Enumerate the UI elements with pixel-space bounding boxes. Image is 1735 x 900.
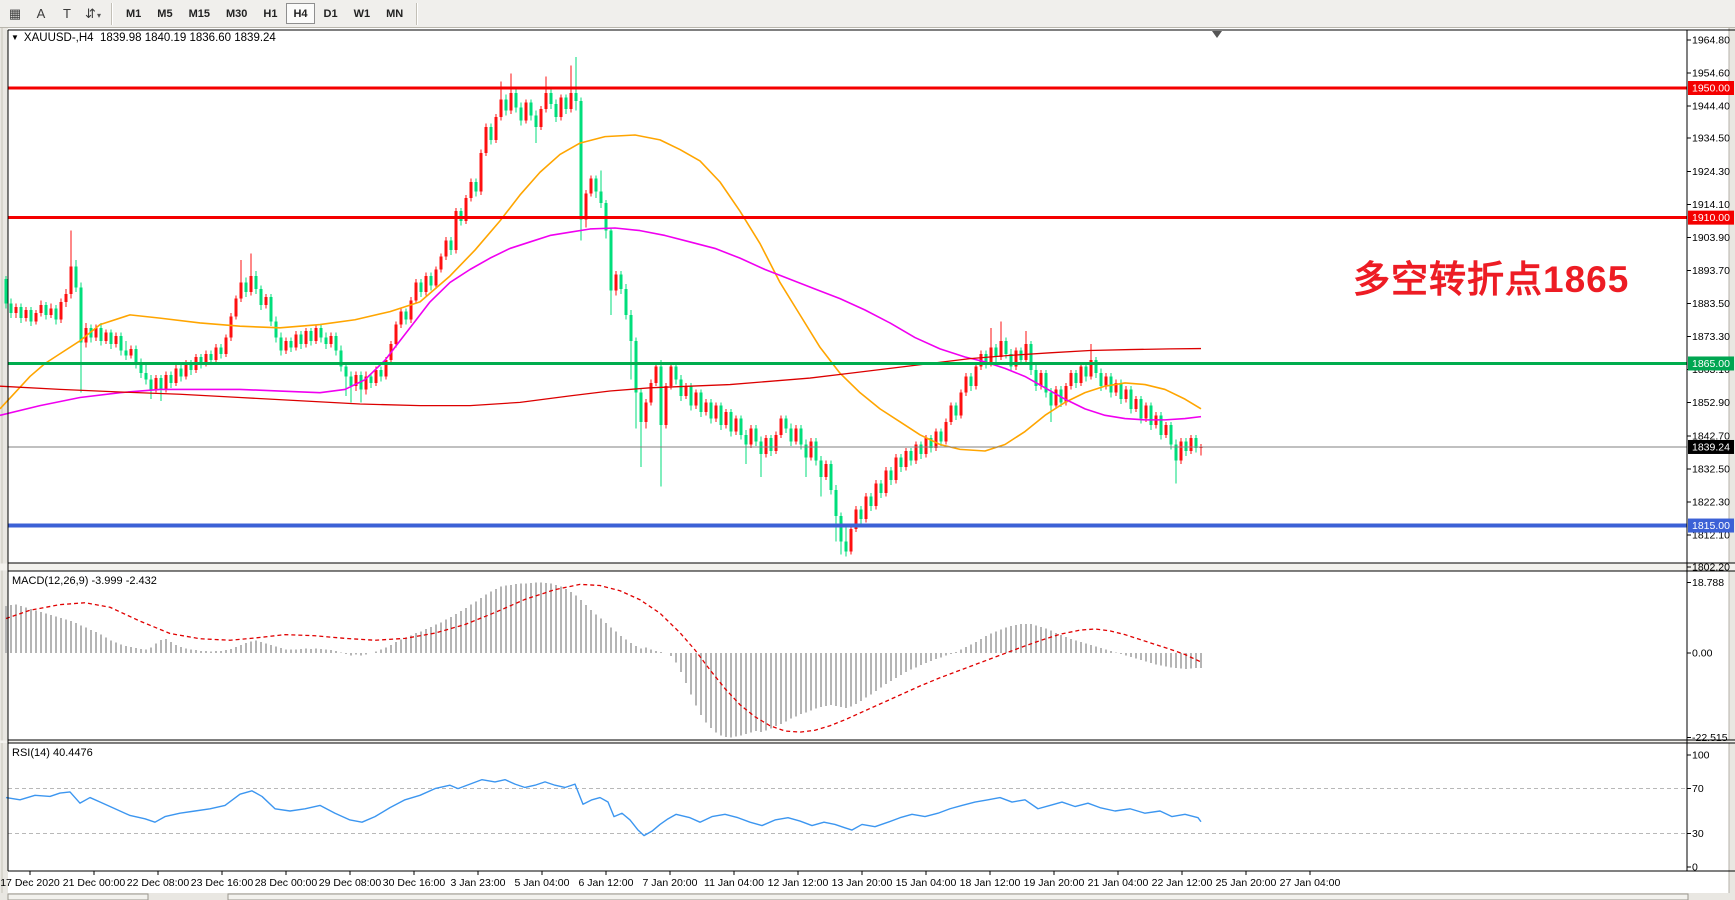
svg-text:70: 70 (1692, 783, 1704, 795)
price-level-badges: 1950.00 1910.00 1865.00 1839.24 1815.00 (1688, 81, 1734, 533)
timeframe-m1-button[interactable]: M1 (119, 3, 148, 24)
svg-text:1873.30: 1873.30 (1692, 331, 1730, 343)
panel-borders (7, 29, 1735, 872)
svg-text:15 Jan 04:00: 15 Jan 04:00 (896, 877, 957, 889)
svg-text:6 Jan 12:00: 6 Jan 12:00 (579, 877, 634, 889)
svg-text:1893.70: 1893.70 (1692, 265, 1730, 277)
chart-symbol-period: XAUUSD-,H4 (23, 32, 94, 44)
svg-text:1914.10: 1914.10 (1692, 199, 1730, 211)
rsi-line (5, 778, 1202, 837)
timeframe-mn-button[interactable]: MN (379, 3, 410, 24)
svg-text:1934.50: 1934.50 (1692, 133, 1730, 145)
status-bar (0, 893, 1735, 900)
time-axis[interactable]: 17 Dec 2020 21 Dec 00:00 22 Dec 08:00 23 De… (0, 871, 1341, 889)
svg-text:7 Jan 20:00: 7 Jan 20:00 (643, 877, 698, 889)
svg-text:0: 0 (1692, 862, 1698, 874)
svg-text:23 Dec 16:00: 23 Dec 16:00 (191, 877, 254, 889)
object-tools-group: ▦ A T ⇵▾ (0, 0, 108, 27)
svg-text:1802.20: 1802.20 (1692, 562, 1730, 574)
svg-text:13 Jan 20:00: 13 Jan 20:00 (832, 877, 893, 889)
ma-line-orange (0, 134, 1202, 452)
timeframe-w1-button[interactable]: W1 (347, 3, 378, 24)
grid-f-icon[interactable]: ▦ (3, 3, 27, 25)
cursor-mode-icon[interactable]: ⇵▾ (81, 3, 105, 25)
timeframe-d1-button[interactable]: D1 (317, 3, 345, 24)
chevron-down-icon: ▾ (96, 10, 101, 20)
annotation-text: 多空转折点1865 (1353, 259, 1630, 300)
svg-text:12 Jan 12:00: 12 Jan 12:00 (768, 877, 829, 889)
svg-text:29 Dec 08:00: 29 Dec 08:00 (319, 877, 382, 889)
text-label-icon[interactable]: T (55, 3, 79, 25)
svg-text:19 Jan 20:00: 19 Jan 20:00 (1024, 877, 1085, 889)
svg-text:1832.50: 1832.50 (1692, 463, 1730, 475)
macd-histogram (5, 582, 1202, 738)
svg-text:1865.00: 1865.00 (1692, 358, 1730, 370)
svg-text:21 Jan 04:00: 21 Jan 04:00 (1088, 877, 1149, 889)
svg-text:1883.50: 1883.50 (1692, 298, 1730, 310)
symbol-dropdown-icon[interactable]: ▼ (11, 33, 19, 42)
svg-text:1842.70: 1842.70 (1692, 430, 1730, 442)
svg-text:3 Jan 23:00: 3 Jan 23:00 (451, 877, 506, 889)
svg-text:1950.00: 1950.00 (1692, 83, 1730, 95)
svg-text:28 Dec 00:00: 28 Dec 00:00 (255, 877, 318, 889)
macd-indicator-label: MACD(12,26,9) -3.999 -2.432 (12, 575, 157, 587)
rsi-indicator-label: RSI(14) 40.4476 (12, 747, 93, 759)
svg-text:25 Jan 20:00: 25 Jan 20:00 (1216, 877, 1277, 889)
macd-signal-line (5, 583, 1202, 733)
font-a-icon[interactable]: A (29, 3, 53, 25)
timeframe-h1-button[interactable]: H1 (256, 3, 284, 24)
svg-text:0.00: 0.00 (1692, 648, 1713, 660)
svg-text:-22.515: -22.515 (1692, 732, 1728, 744)
svg-text:17 Dec 2020: 17 Dec 2020 (0, 877, 60, 889)
svg-text:1822.30: 1822.30 (1692, 496, 1730, 508)
price-axis[interactable]: 1964.80 1954.60 1944.40 1934.50 1924.30 1914.… (1687, 35, 1730, 574)
svg-text:22 Dec 08:00: 22 Dec 08:00 (127, 877, 190, 889)
svg-text:1954.60: 1954.60 (1692, 68, 1730, 80)
timeframe-h4-button[interactable]: H4 (286, 3, 315, 24)
ma-line-red (0, 347, 1202, 407)
svg-text:27 Jan 04:00: 27 Jan 04:00 (1280, 877, 1341, 889)
chart-shift-marker[interactable] (1212, 31, 1222, 38)
svg-text:1910.00: 1910.00 (1692, 212, 1730, 224)
macd-axis[interactable]: 18.788 0.00 -22.515 (1687, 577, 1728, 744)
price-level-lines[interactable] (8, 86, 1687, 528)
svg-text:1944.40: 1944.40 (1692, 101, 1730, 113)
svg-text:11 Jan 04:00: 11 Jan 04:00 (704, 877, 764, 889)
cursor-mode-glyph: ⇵ (85, 5, 96, 21)
svg-text:5 Jan 04:00: 5 Jan 04:00 (515, 877, 570, 889)
timeframe-group: M1 M5 M15 M30 H1 H4 D1 W1 MN (116, 0, 413, 27)
ma-line-magenta (0, 227, 1202, 421)
timeframe-m30-button[interactable]: M30 (219, 3, 254, 24)
svg-text:21 Dec 00:00: 21 Dec 00:00 (63, 877, 126, 889)
svg-text:1924.30: 1924.30 (1692, 166, 1730, 178)
chart-frame (0, 28, 1735, 900)
top-toolbar: ▦ A T ⇵▾ M1 M5 M15 M30 H1 H4 D1 W1 MN (0, 0, 1735, 28)
svg-text:1839.24: 1839.24 (1692, 441, 1730, 453)
timeframe-m5-button[interactable]: M5 (150, 3, 179, 24)
svg-text:1815.00: 1815.00 (1692, 520, 1730, 532)
svg-text:1903.90: 1903.90 (1692, 232, 1730, 244)
candlestick-plot (4, 57, 1203, 557)
timeframe-m15-button[interactable]: M15 (182, 3, 217, 24)
svg-text:1964.80: 1964.80 (1692, 35, 1730, 47)
svg-text:18.788: 18.788 (1692, 577, 1724, 589)
svg-text:1852.90: 1852.90 (1692, 397, 1730, 409)
chart-ohlc-values: 1839.98 1840.19 1836.60 1839.24 (99, 32, 276, 44)
svg-text:30 Dec 16:00: 30 Dec 16:00 (383, 877, 446, 889)
rsi-axis[interactable]: 100 70 30 0 (1687, 750, 1710, 874)
toolbar-separator (111, 2, 113, 25)
svg-text:30: 30 (1692, 828, 1704, 840)
svg-text:22 Jan 12:00: 22 Jan 12:00 (1152, 877, 1213, 889)
toolbar-separator (416, 2, 419, 25)
chart-title[interactable]: ▼ XAUUSD-,H4 1839.98 1840.19 1836.60 1839… (11, 32, 276, 44)
svg-text:18 Jan 12:00: 18 Jan 12:00 (960, 877, 1021, 889)
svg-text:100: 100 (1692, 750, 1710, 762)
